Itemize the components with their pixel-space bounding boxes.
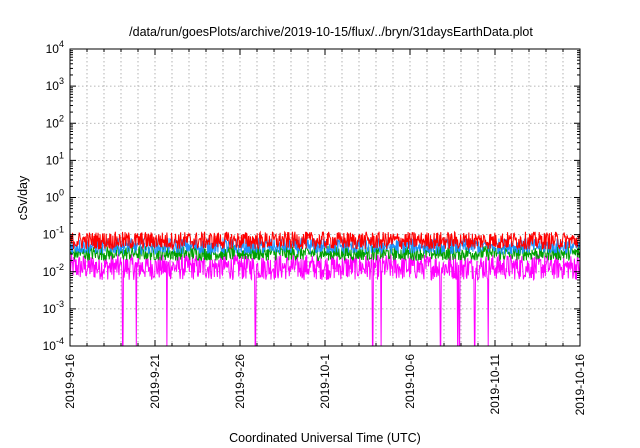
y-tick-label: 10-1 <box>43 225 64 242</box>
data-series <box>69 230 581 347</box>
grid-lines <box>70 49 580 346</box>
x-tick-label: 2019-9-21 <box>148 354 162 409</box>
x-tick-label: 2019-10-11 <box>488 354 502 415</box>
y-tick-label: 10-3 <box>43 299 64 316</box>
series-line <box>69 230 581 251</box>
x-tick-labels: 2019-9-16 2019-9-21 2019-9-26 2019-10-1 2019… <box>63 354 587 416</box>
y-tick-label: 102 <box>46 113 64 130</box>
y-axis-label: cSv/day <box>16 175 30 220</box>
y-tick-label: 100 <box>46 188 64 205</box>
y-tick-label: 103 <box>46 76 64 93</box>
series-line <box>69 253 581 347</box>
x-axis-label: Coordinated Universal Time (UTC) <box>229 431 421 445</box>
series-line <box>69 237 581 256</box>
y-tick-label: 104 <box>46 39 64 56</box>
y-tick-label: 10-2 <box>43 262 64 279</box>
x-tick-label: 2019-10-16 <box>573 354 587 416</box>
y-tick-label: 10-4 <box>43 336 64 353</box>
x-tick-label: 2019-10-6 <box>403 354 417 409</box>
x-tick-label: 2019-9-26 <box>233 354 247 409</box>
y-tick-labels: 10-4 10-3 10-2 10-1 100 101 102 103 104 <box>43 39 64 353</box>
x-tick-label: 2019-9-16 <box>63 354 77 409</box>
x-tick-label: 2019-10-1 <box>318 354 332 409</box>
y-tick-label: 101 <box>46 150 64 167</box>
chart-title: /data/run/goesPlots/archive/2019-10-15/f… <box>129 25 533 39</box>
axis-ticks <box>69 48 581 347</box>
